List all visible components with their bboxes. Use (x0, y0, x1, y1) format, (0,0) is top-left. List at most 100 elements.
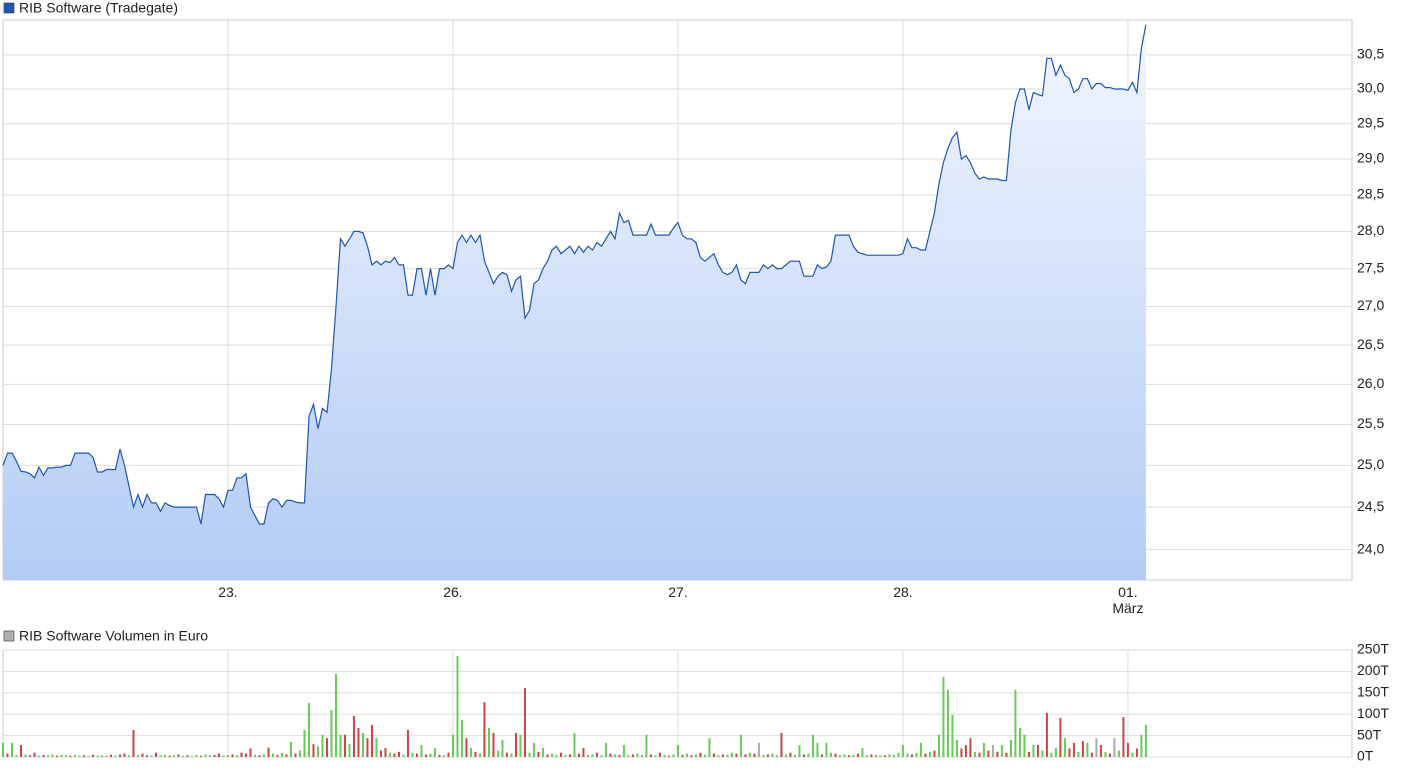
volume-bar (244, 753, 247, 757)
volume-bar (163, 754, 166, 757)
volume-bar (784, 754, 787, 757)
volume-bar (231, 754, 234, 757)
volume-bar (352, 715, 355, 757)
volume-bar (802, 754, 805, 757)
volume-bar (712, 753, 715, 757)
volume-bar (240, 752, 243, 757)
volume-bar (60, 754, 63, 757)
volume-bar (397, 751, 400, 757)
volume-bar (496, 750, 499, 757)
volume-bar (1131, 752, 1134, 757)
volume-bar (1018, 727, 1021, 757)
volume-bar (942, 676, 945, 757)
volume-bar (109, 754, 112, 757)
volume-bar (699, 752, 702, 757)
legend-swatch (3, 2, 15, 14)
volume-bar (177, 754, 180, 757)
volume-bar (568, 754, 571, 757)
volume-bar (703, 754, 706, 757)
volume-bar (460, 720, 463, 757)
volume-bar (217, 753, 220, 757)
volume-bar (478, 753, 481, 757)
volume-bar (631, 754, 634, 757)
volume-bar (1122, 717, 1125, 757)
volume-bar (825, 742, 828, 757)
volume-bar (82, 755, 85, 757)
volume-bar (793, 754, 796, 757)
volume-bar (154, 752, 157, 757)
volume-bar (267, 747, 270, 757)
volume-bar (834, 753, 837, 757)
volume-bar (627, 755, 630, 757)
volume-bar (681, 754, 684, 757)
volume-bar (33, 752, 36, 757)
volume-bar (190, 756, 193, 757)
volume-bar (910, 754, 913, 757)
volume-bar (451, 734, 454, 757)
volume-bar (856, 753, 859, 757)
volume-bar (51, 754, 54, 757)
volume-bar (622, 745, 625, 757)
volume-bar (105, 756, 108, 757)
volume-bar (744, 754, 747, 757)
volume-bar (438, 754, 441, 757)
volume-bar (213, 754, 216, 757)
volume-bar (636, 753, 639, 757)
volume-bar (406, 730, 409, 757)
volume-bar (1072, 742, 1075, 757)
volume-bar (114, 755, 117, 757)
volume-bar (964, 745, 967, 757)
volume-bar (933, 750, 936, 757)
volume-bar (1050, 752, 1053, 757)
volume-bar (847, 755, 850, 757)
volume-bar (442, 755, 445, 757)
x-tick-label: 01. März (1112, 584, 1144, 616)
volume-bar (375, 738, 378, 757)
volume-bar (816, 742, 819, 757)
volume-bar (91, 754, 94, 757)
volume-bar (1068, 748, 1071, 757)
volume-bar (447, 752, 450, 757)
volume-bar (838, 754, 841, 757)
volume-bar (559, 752, 562, 757)
volume-bar (591, 754, 594, 757)
volume-bar (222, 755, 225, 757)
volume-bar (789, 752, 792, 757)
volume-bar (294, 753, 297, 757)
y-tick-label: 29,0 (1357, 150, 1384, 166)
volume-bar (550, 753, 553, 757)
volume-bar (771, 753, 774, 757)
volume-bar (510, 753, 513, 757)
volume-bar (757, 742, 760, 757)
volume-bar (982, 742, 985, 757)
volume-bar (64, 755, 67, 757)
volume-bar (739, 734, 742, 757)
y-tick-label: 50T (1357, 726, 1382, 742)
volume-bar (663, 754, 666, 757)
y-tick-label: 26,5 (1357, 336, 1384, 352)
volume-bar (924, 753, 927, 757)
chart-title: RIB Software Volumen in Euro (19, 628, 208, 644)
volume-bar (69, 755, 72, 757)
volume-bar (658, 752, 661, 757)
volume-bar (469, 748, 472, 757)
y-tick-label: 200T (1357, 662, 1389, 678)
chart-title: RIB Software (Tradegate) (19, 0, 178, 16)
volume-bar (897, 752, 900, 757)
volume-bar (919, 742, 922, 757)
x-tick-label: 23. (218, 584, 238, 600)
volume-bar (1041, 750, 1044, 757)
y-tick-label: 100T (1357, 705, 1389, 721)
volume-bar (298, 750, 301, 757)
volume-bar (573, 733, 576, 757)
volume-bar (1086, 742, 1089, 757)
volume-bar (1140, 734, 1143, 757)
volume-bar (289, 742, 292, 757)
volume-bar (132, 730, 135, 757)
x-tick-label: 26. (443, 584, 463, 600)
volume-bar (928, 751, 931, 757)
y-tick-label: 26,0 (1357, 375, 1384, 391)
volume-bar (645, 734, 648, 757)
y-tick-label: 30,0 (1357, 80, 1384, 96)
